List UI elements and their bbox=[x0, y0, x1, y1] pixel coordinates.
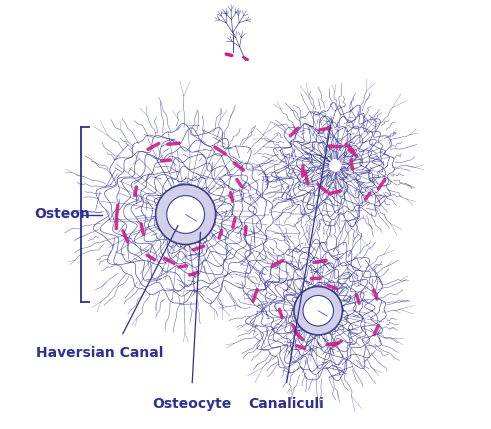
Circle shape bbox=[303, 296, 333, 326]
Text: Haversian Canal: Haversian Canal bbox=[36, 347, 164, 360]
Text: Osteocyte: Osteocyte bbox=[152, 396, 232, 411]
Text: Canaliculi: Canaliculi bbox=[248, 396, 324, 411]
Text: Osteon: Osteon bbox=[34, 208, 89, 221]
Circle shape bbox=[156, 184, 216, 245]
Circle shape bbox=[294, 287, 342, 335]
Circle shape bbox=[167, 196, 205, 233]
